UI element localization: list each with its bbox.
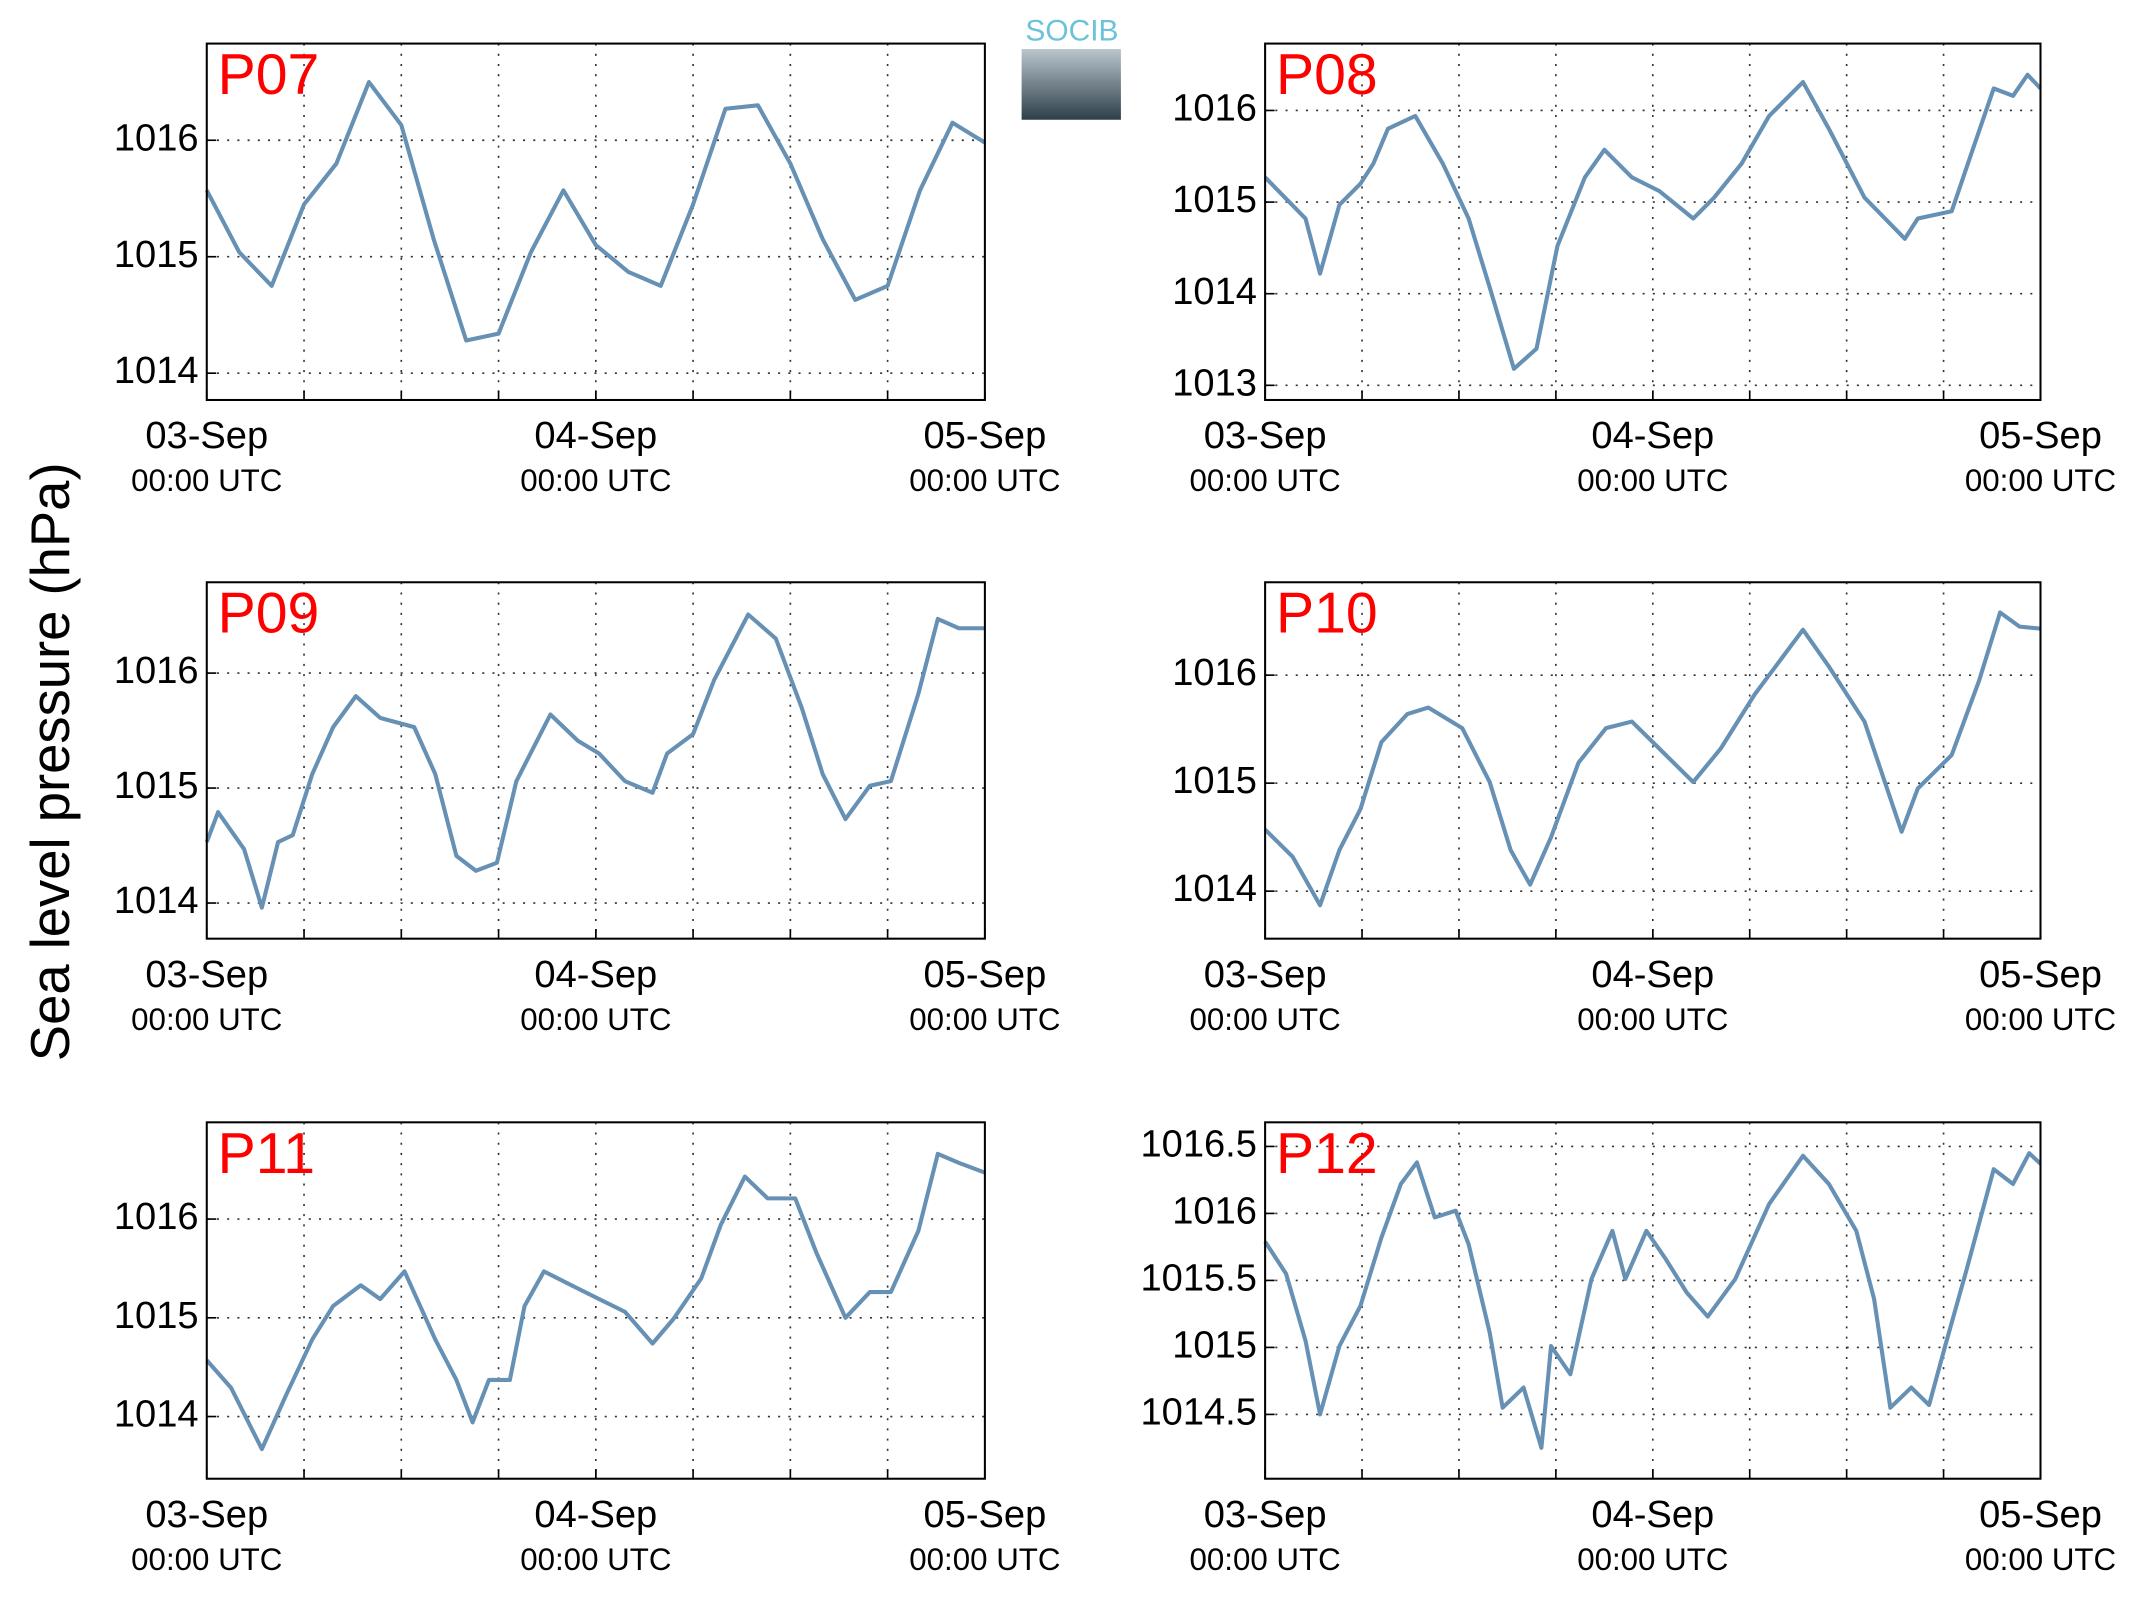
x-tick-label: 04-Sep (1591, 1494, 1714, 1536)
plot-frame (1264, 581, 2042, 940)
plot-frame (1264, 42, 2042, 402)
y-tick-label: 1014 (114, 350, 199, 392)
y-tick-label: 1015 (114, 1295, 199, 1337)
x-tick-sublabel: 00:00 UTC (131, 463, 282, 498)
x-tick-sublabel: 00:00 UTC (131, 1002, 282, 1037)
x-tick-sublabel: 00:00 UTC (1190, 1542, 1341, 1577)
x-tick-sublabel: 00:00 UTC (1190, 1002, 1341, 1037)
y-tick-label: 1016 (1172, 652, 1257, 694)
y-tick-label: 1015 (1172, 1324, 1257, 1366)
x-tick-sublabel: 00:00 UTC (1577, 1542, 1728, 1577)
x-tick-label: 03-Sep (145, 954, 268, 996)
x-tick-sublabel: 00:00 UTC (1577, 463, 1728, 498)
x-tick-sublabel: 00:00 UTC (1965, 463, 2116, 498)
data-line (1263, 610, 2041, 908)
y-tick-label: 1014.5 (1140, 1391, 1256, 1433)
y-tick-label: 1014 (1172, 868, 1257, 910)
x-tick-sublabel: 00:00 UTC (131, 1542, 282, 1577)
x-tick-label: 05-Sep (1979, 1494, 2102, 1536)
y-tick-label: 1014 (114, 880, 199, 922)
x-tick-sublabel: 00:00 UTC (909, 1542, 1060, 1577)
chart-title: P12 (1276, 1122, 1378, 1186)
x-tick-sublabel: 00:00 UTC (1965, 1542, 2116, 1577)
logo-badge (1021, 49, 1121, 120)
data-line (204, 612, 985, 910)
y-tick-label: 1015.5 (1140, 1257, 1256, 1299)
x-tick-label: 05-Sep (1979, 415, 2102, 457)
x-tick-label: 05-Sep (1979, 954, 2102, 996)
y-tick-label: 1015 (114, 765, 199, 807)
data-line (205, 1151, 986, 1452)
data-line (1263, 1151, 2042, 1450)
data-line (1263, 72, 2042, 371)
y-tick-label: 1016 (1172, 1190, 1257, 1232)
x-tick-label: 03-Sep (1204, 1494, 1327, 1536)
plot-frame (205, 1121, 986, 1480)
y-tick-label: 1016 (114, 117, 199, 159)
chart-title: P11 (218, 1122, 315, 1186)
y-tick-label: 1016 (1172, 88, 1257, 130)
y-tick-label: 1016.5 (1140, 1123, 1256, 1165)
x-tick-sublabel: 00:00 UTC (520, 463, 671, 498)
y-tick-label: 1014 (1172, 271, 1257, 313)
x-tick-sublabel: 00:00 UTC (909, 1002, 1060, 1037)
y-tick-label: 1015 (1172, 760, 1257, 802)
y-tick-label: 1015 (1172, 179, 1257, 221)
x-tick-label: 05-Sep (923, 954, 1046, 996)
chart-title: P09 (218, 582, 320, 646)
x-tick-sublabel: 00:00 UTC (520, 1002, 671, 1037)
chart-title: P08 (1276, 43, 1378, 107)
x-tick-label: 03-Sep (1204, 954, 1327, 996)
chart-title: P10 (1276, 582, 1378, 646)
x-tick-sublabel: 00:00 UTC (1190, 463, 1341, 498)
chart-title: P07 (218, 43, 320, 107)
x-tick-label: 05-Sep (923, 1494, 1046, 1536)
y-axis-label: Sea level pressure (hPa) (20, 462, 81, 1061)
plot-frame (205, 42, 986, 402)
x-tick-label: 04-Sep (534, 954, 657, 996)
y-tick-label: 1015 (114, 234, 199, 276)
x-tick-sublabel: 00:00 UTC (520, 1542, 671, 1577)
y-tick-label: 1014 (114, 1394, 199, 1436)
x-tick-label: 04-Sep (1591, 415, 1714, 457)
logo-text: SOCIB (1025, 15, 1118, 48)
x-tick-sublabel: 00:00 UTC (1965, 1002, 2116, 1037)
x-tick-label: 03-Sep (1204, 415, 1327, 457)
x-tick-label: 03-Sep (145, 415, 268, 457)
y-tick-label: 1013 (1172, 362, 1257, 404)
y-tick-label: 1016 (114, 1196, 199, 1238)
logo: SOCIB (1021, 15, 1121, 120)
x-tick-sublabel: 00:00 UTC (909, 463, 1060, 498)
x-tick-label: 04-Sep (534, 1494, 657, 1536)
plot-frame (1264, 1121, 2042, 1480)
x-tick-label: 03-Sep (145, 1494, 268, 1536)
x-tick-label: 04-Sep (534, 415, 657, 457)
x-tick-sublabel: 00:00 UTC (1577, 1002, 1728, 1037)
plot-frame (205, 581, 986, 940)
y-tick-label: 1016 (114, 650, 199, 692)
x-tick-label: 04-Sep (1591, 954, 1714, 996)
x-tick-label: 05-Sep (923, 415, 1046, 457)
data-line (204, 80, 986, 343)
